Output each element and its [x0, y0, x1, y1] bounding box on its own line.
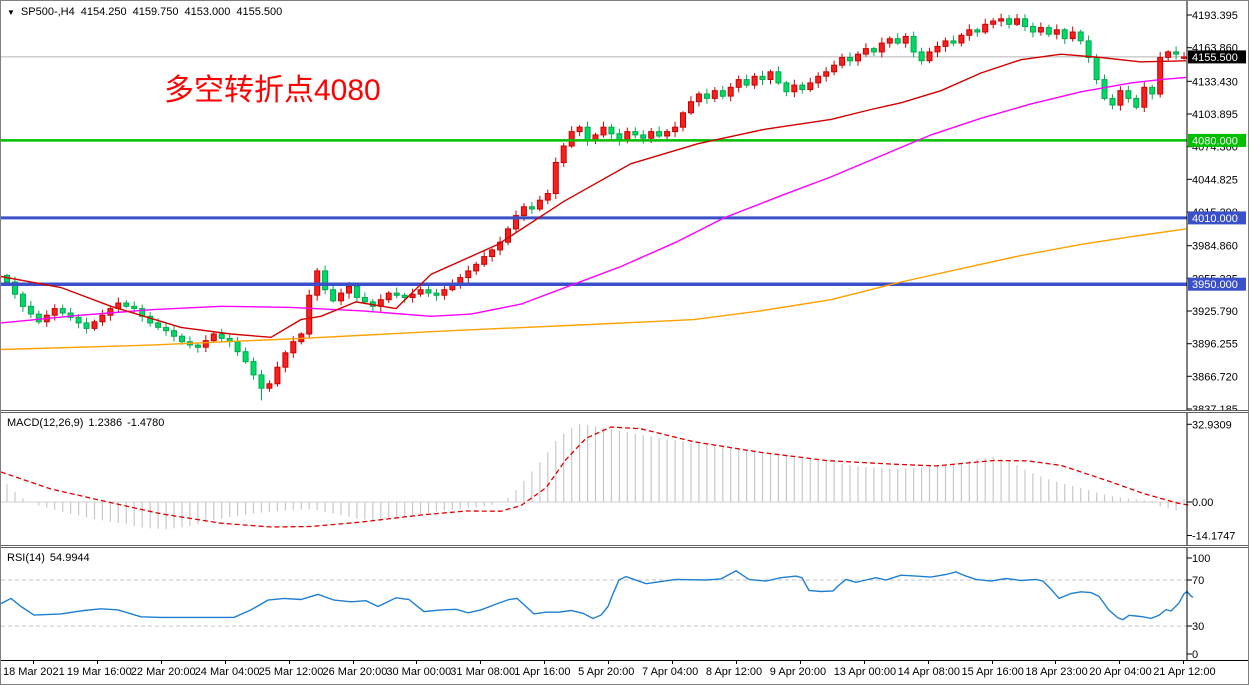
time-axis-tick [544, 661, 546, 664]
time-axis-label: 31 Mar 08:00 [450, 666, 516, 678]
time-axis-tick [1183, 661, 1185, 664]
rsi-panel[interactable]: 100 70 30 0 RSI(14) 54.9944 [1, 548, 1248, 660]
time-axis-label: 7 Apr 04:00 [642, 666, 699, 678]
time-axis-label: 15 Apr 16:00 [961, 666, 1024, 678]
rsi-label: RSI(14) 54.9944 [7, 552, 90, 564]
time-axis-tick [799, 661, 801, 664]
rsi-axis-label: 100 [1192, 553, 1210, 565]
time-axis-label: 18 Mar 2021 [3, 666, 65, 678]
annotation-text: 多空转折点4080 [164, 74, 381, 107]
time-axis[interactable]: 18 Mar 2021 19 Mar 16:00 22 Mar 20:00 24 Ma… [1, 660, 1248, 684]
macd-signal-line [1, 426, 1192, 528]
macd-axis-label: -14.1747 [1192, 531, 1235, 543]
time-axis-tick [224, 661, 226, 664]
hline-price-badge [1188, 133, 1246, 147]
macd-panel[interactable]: 32.9309 0.00 -14.1747 MACD(12,26,9) 1.2386… [1, 413, 1248, 545]
time-axis-tick [416, 661, 418, 664]
time-axis-label: 26 Mar 20:00 [322, 666, 388, 678]
time-axis-tick [608, 661, 610, 664]
ohlc-header: ▼ SP500-,H4 4154.250 4159.750 4153.000 4… [7, 6, 282, 18]
price-axis-label: 3837.185 [1192, 404, 1238, 410]
time-axis-label: 25 Mar 12:00 [258, 666, 324, 678]
time-axis-label: 22 Mar 20:00 [130, 666, 196, 678]
time-axis-tick [1055, 661, 1057, 664]
rsi-axis-label: 70 [1192, 575, 1204, 587]
macd-axis-label: 0.00 [1192, 497, 1213, 509]
time-axis-label: 14 Apr 08:00 [897, 666, 960, 678]
hline-price-badge-label: 3950.000 [1192, 279, 1238, 291]
hline-price-badge-label: 4010.000 [1192, 213, 1238, 225]
time-axis-tick [735, 661, 737, 664]
panel-separator[interactable] [1, 410, 1248, 413]
price-chart-canvas[interactable]: 4193.3954163.8604133.4304103.8954074.360… [1, 1, 1249, 410]
ma-mid-line [1, 76, 1187, 324]
time-axis-label: 20 Apr 04:00 [1089, 666, 1152, 678]
price-axis-label: 4133.430 [1192, 76, 1238, 88]
symbol-dropdown-icon[interactable]: ▼ [7, 7, 15, 17]
price-axis-label: 4193.395 [1192, 10, 1238, 22]
current-price-badge [1188, 50, 1246, 64]
time-axis-tick [160, 661, 162, 664]
price-axis-label: 4044.825 [1192, 174, 1238, 186]
price-panel[interactable]: 4193.395 4163.860 4133.430 4103.895 4074.360… [1, 1, 1248, 410]
ohlc-high: 4159.750 [132, 6, 179, 18]
time-axis-label: 30 Mar 00:00 [386, 666, 452, 678]
ma-slow-line [1, 228, 1187, 351]
time-axis-tick [96, 661, 98, 664]
time-axis-tick [33, 661, 34, 664]
time-axis-label: 8 Apr 12:00 [705, 666, 763, 678]
macd-signal-value: -1.4780 [127, 417, 165, 429]
time-axis-label: 24 Mar 04:00 [194, 666, 260, 678]
time-axis-tick [352, 661, 354, 664]
time-axis-label: 18 Apr 23:00 [1025, 666, 1088, 678]
ohlc-low: 4153.000 [184, 6, 231, 18]
price-axis-label: 3866.720 [1192, 371, 1238, 383]
hline-price-badge [1188, 277, 1246, 291]
rsi-value: 54.9944 [49, 552, 90, 564]
time-axis-tick [1119, 661, 1121, 664]
time-axis-tick [672, 661, 673, 664]
time-axis-tick [927, 661, 929, 664]
price-axis-label: 3925.790 [1192, 306, 1238, 318]
macd-main-value: 1.2386 [88, 417, 123, 429]
candles [4, 13, 1187, 401]
time-axis-label: 21 Apr 12:00 [1153, 666, 1216, 678]
time-axis-label: 9 Apr 20:00 [769, 666, 827, 678]
rsi-chart-canvas[interactable]: 100 70 30 0 [1, 548, 1249, 660]
time-axis-tick [991, 661, 993, 664]
macd-histogram [6, 424, 1185, 530]
rsi-axis-label: 0 [1192, 649, 1198, 660]
time-axis-tick [288, 661, 290, 664]
rsi-axis-label: 30 [1192, 621, 1204, 633]
rsi-name: RSI(14) [7, 552, 45, 564]
hline-price-badge-label: 4080.000 [1192, 135, 1238, 147]
time-axis-label: 1 Apr 16:00 [514, 666, 571, 678]
macd-axis-label: 32.9309 [1192, 419, 1232, 431]
time-axis-label: 19 Mar 16:00 [66, 666, 132, 678]
macd-name: MACD(12,26,9) [7, 417, 84, 429]
ohlc-close: 4155.500 [236, 6, 283, 18]
time-axis-tick [480, 661, 482, 664]
time-axis-label: 5 Apr 20:00 [578, 666, 635, 678]
current-price-badge-label: 4155.500 [1192, 52, 1238, 64]
macd-chart-canvas[interactable]: 32.9309 0.00 -14.1747 [1, 413, 1249, 545]
price-axis-label: 3896.255 [1192, 339, 1238, 351]
panel-separator[interactable] [1, 545, 1248, 548]
price-axis-label: 3984.860 [1192, 241, 1238, 253]
rsi-line [1, 569, 1194, 621]
time-axis-label: 13 Apr 00:00 [833, 666, 897, 678]
time-axis-tick [863, 661, 865, 664]
hline-price-badge [1188, 211, 1246, 225]
symbol-period-label: SP500-,H4 [20, 6, 75, 18]
price-axis-label: 4103.895 [1192, 109, 1238, 121]
ma-fast-line [1, 53, 1187, 339]
ohlc-open: 4154.250 [80, 6, 127, 18]
macd-label: MACD(12,26,9) 1.2386 -1.4780 [7, 417, 164, 429]
